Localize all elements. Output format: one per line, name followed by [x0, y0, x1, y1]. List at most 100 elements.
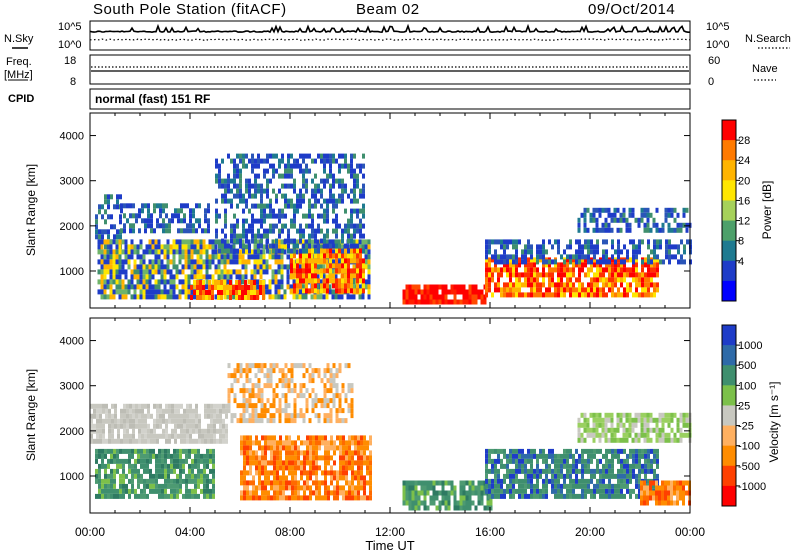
range-cell: [287, 163, 290, 169]
range-cell: [257, 188, 260, 194]
range-cell: [587, 282, 590, 288]
range-cell: [447, 480, 451, 486]
range-cell: [515, 244, 518, 250]
range-cell: [527, 292, 530, 298]
range-cell: [626, 249, 629, 255]
power-data-cells: [95, 153, 692, 305]
colorbar-tick-label: 24: [738, 155, 750, 167]
range-cell: [130, 294, 134, 300]
range-cell: [326, 263, 329, 269]
range-cell: [154, 269, 158, 275]
range-cell: [638, 244, 641, 250]
range-cell: [557, 463, 560, 469]
range-cell: [145, 269, 149, 275]
range-cell: [212, 473, 215, 479]
noise-panel: 10^5 10^0 10^5 10^0 N.Sky N.Search: [4, 20, 791, 51]
range-cell: [253, 249, 257, 255]
nave-label: Nave: [752, 63, 778, 75]
range-cell: [158, 468, 161, 474]
range-cell: [240, 440, 243, 446]
range-cell: [279, 490, 282, 496]
range-cell: [578, 483, 581, 489]
range-cell: [230, 203, 233, 209]
range-cell: [342, 470, 345, 476]
range-cell: [426, 505, 430, 511]
range-cell: [193, 249, 197, 255]
range-cell: [197, 458, 200, 464]
range-cell: [581, 257, 584, 263]
range-cell: [611, 483, 614, 489]
range-cell: [104, 473, 107, 479]
range-cell: [143, 488, 146, 494]
range-cell: [362, 278, 365, 284]
range-cell: [104, 453, 107, 459]
range-cell: [142, 289, 146, 295]
range-cell: [162, 428, 165, 434]
range-cell: [314, 398, 318, 404]
range-cell: [462, 299, 466, 305]
range-cell: [646, 222, 650, 228]
range-cell: [485, 272, 488, 278]
range-cell: [333, 490, 336, 496]
range-cell: [465, 299, 469, 305]
range-cell: [655, 417, 659, 423]
range-cell: [239, 158, 242, 164]
range-cell: [632, 254, 635, 260]
range-cell: [177, 228, 180, 234]
range-cell: [539, 257, 542, 263]
range-cell: [353, 228, 356, 234]
range-cell: [280, 269, 284, 275]
range-cell: [244, 244, 248, 250]
range-cell: [260, 408, 264, 414]
range-cell: [631, 212, 635, 218]
range-cell: [116, 463, 119, 469]
range-cell: [118, 294, 122, 300]
range-cell: [638, 448, 641, 454]
range-cell: [316, 294, 320, 300]
range-cell: [179, 453, 182, 459]
range-cell: [341, 153, 344, 159]
noise-tick-right-top: 10^5: [706, 21, 730, 33]
range-cell: [338, 283, 341, 289]
range-cell: [162, 433, 165, 439]
range-cell: [199, 285, 202, 290]
range-cell: [276, 480, 279, 486]
range-cell: [170, 478, 173, 484]
range-cell: [578, 277, 581, 283]
range-cell: [602, 478, 605, 484]
range-cell: [324, 485, 327, 491]
range-cell: [581, 249, 584, 255]
range-cell: [127, 249, 131, 255]
range-cell: [211, 249, 215, 255]
range-cell: [634, 417, 638, 423]
range-cell: [509, 468, 512, 474]
range-cell: [262, 295, 265, 300]
range-cell: [474, 505, 478, 511]
range-cell: [646, 207, 650, 213]
range-cell: [359, 273, 362, 279]
range-cell: [491, 292, 494, 298]
range-cell: [106, 254, 110, 260]
range-cell: [575, 478, 578, 484]
range-cell: [644, 473, 647, 479]
range-cell: [302, 413, 306, 419]
range-cell: [548, 259, 551, 265]
range-cell: [411, 284, 415, 290]
range-cell: [103, 239, 107, 245]
range-cell: [284, 198, 287, 204]
range-cell: [163, 284, 167, 290]
range-cell: [170, 463, 173, 469]
range-cell: [557, 244, 560, 250]
range-cell: [260, 368, 264, 374]
range-cell: [583, 217, 587, 223]
range-cell: [217, 295, 220, 300]
range-cell: [617, 448, 620, 454]
range-cell: [329, 183, 332, 189]
range-cell: [153, 438, 156, 444]
range-cell: [194, 473, 197, 479]
range-cell: [141, 418, 144, 424]
range-cell: [251, 418, 255, 424]
range-cell: [661, 495, 664, 501]
range-cell: [587, 448, 590, 454]
range-cell: [134, 448, 137, 454]
